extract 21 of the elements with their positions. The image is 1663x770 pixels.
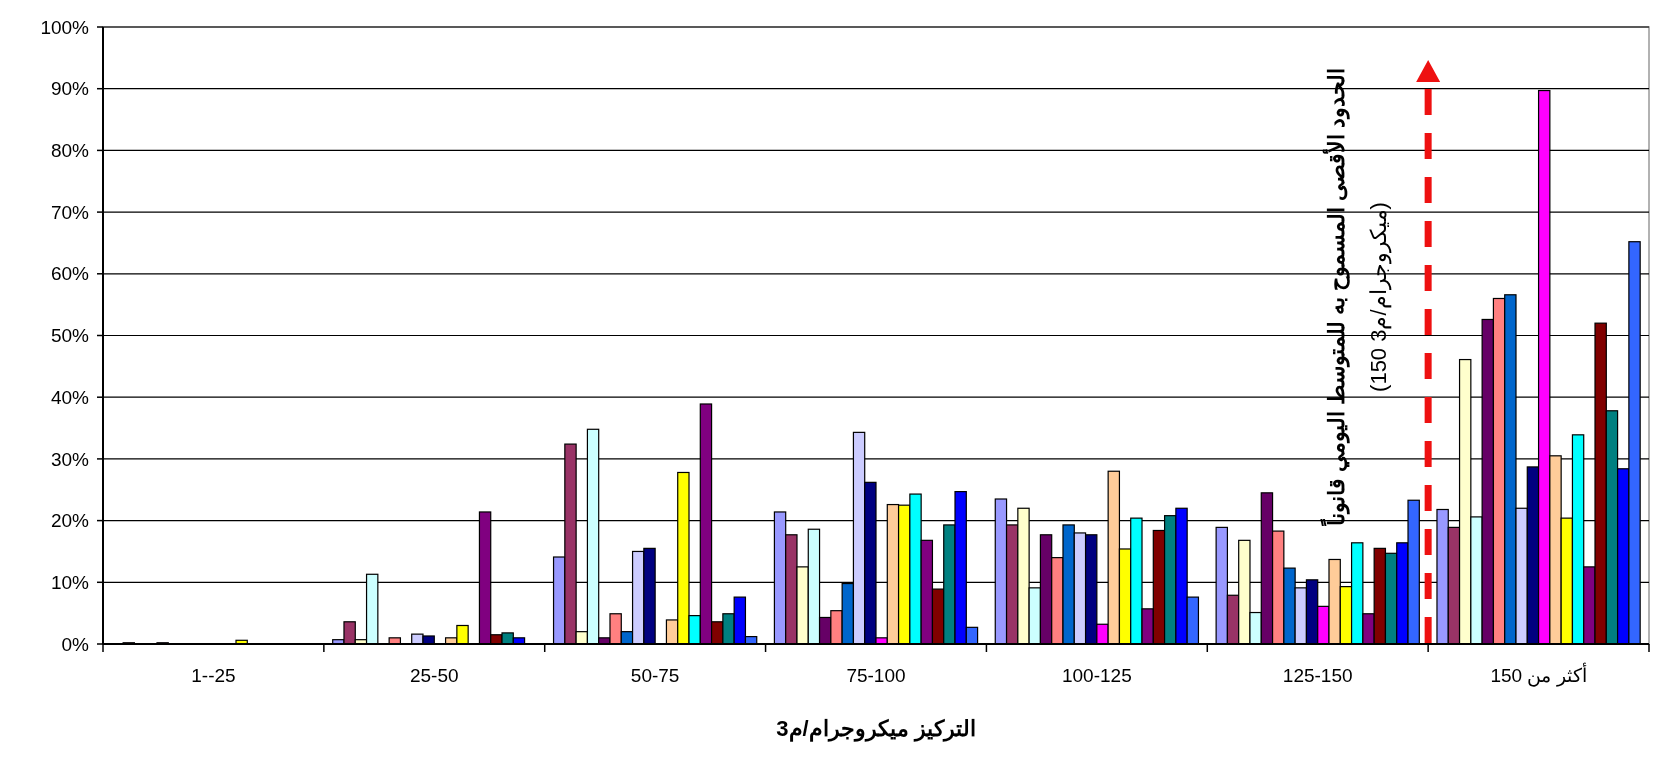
y-tick-label: 100% bbox=[40, 16, 90, 38]
y-tick-label: 20% bbox=[50, 510, 90, 532]
y-tick-label: 0% bbox=[61, 633, 90, 655]
x-tick-label: 50-75 bbox=[630, 665, 680, 686]
y-tick-label: 60% bbox=[50, 263, 90, 285]
x-tick-label: أكثر من 150 bbox=[1490, 662, 1587, 687]
x-tick-label: 100-125 bbox=[1061, 665, 1132, 686]
y-tick-label: 70% bbox=[50, 201, 90, 223]
y-tick-label: 40% bbox=[50, 386, 90, 408]
y-tick-label: 90% bbox=[50, 78, 90, 100]
annotation: الحدود الأقصى المسموح به للمتوسط اليومي قانوناً bbox=[1319, 67, 1350, 528]
y-tick-label: 10% bbox=[50, 571, 90, 593]
x-tick-label: 125-150 bbox=[1282, 665, 1353, 686]
y-tick-label: 50% bbox=[50, 325, 90, 347]
x-tick-label: 1--25 bbox=[191, 665, 236, 686]
x-tick-label: 25-50 bbox=[409, 665, 459, 686]
x-tick-label: 75-100 bbox=[846, 665, 906, 686]
y-tick-label: 30% bbox=[50, 448, 90, 470]
x-axis-title: التركيز ميكروجرام/م3 bbox=[776, 716, 976, 742]
y-tick-label: 80% bbox=[50, 140, 90, 162]
annotation: (150 ميكروجرام/م3) bbox=[1365, 202, 1392, 392]
